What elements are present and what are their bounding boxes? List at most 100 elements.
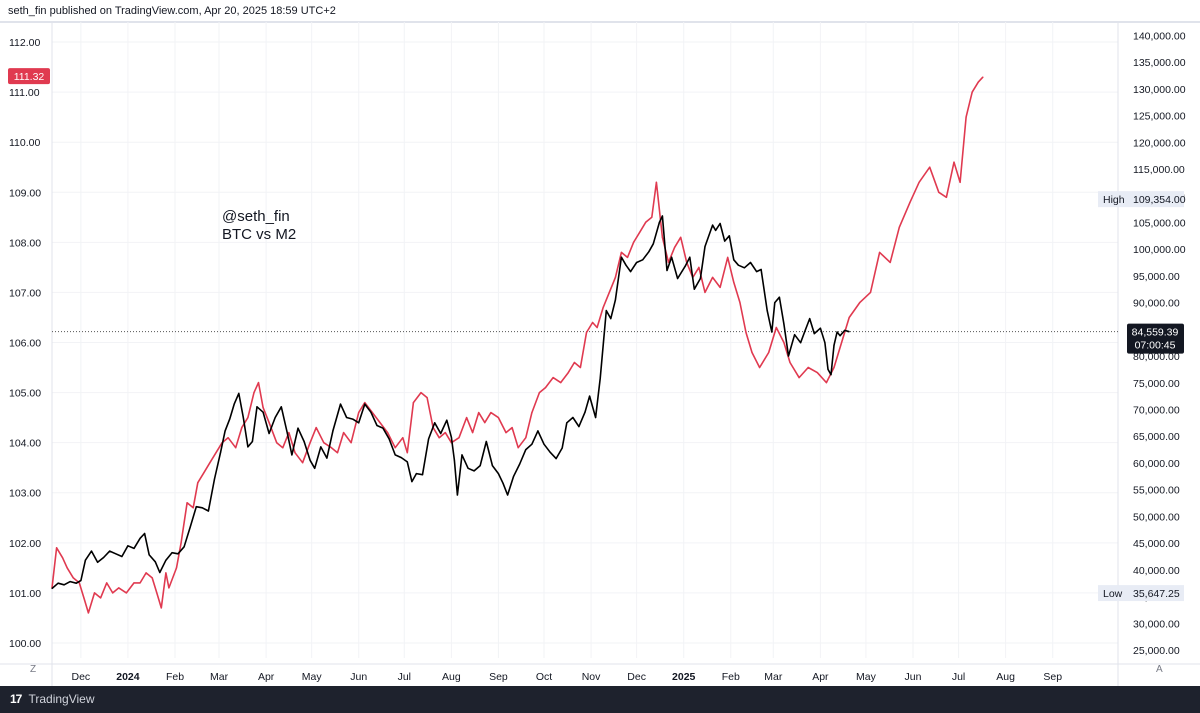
data-point	[326, 457, 328, 459]
data-point	[680, 236, 682, 238]
data-point	[411, 481, 413, 483]
data-point	[106, 582, 108, 584]
x-tick-label: Mar	[764, 671, 783, 683]
x-tick-label: Mar	[210, 671, 229, 683]
data-point	[977, 81, 979, 83]
chart-canvas[interactable]: 100.00 101.00 102.00 103.00 104.00 105.00 106.…	[0, 22, 1200, 686]
data-point	[579, 366, 582, 369]
right-current-label: 84,559.39	[1132, 327, 1179, 339]
series-line-btc	[51, 215, 850, 590]
high-label: High	[1103, 194, 1125, 206]
right-tick-label: 50,000.00	[1133, 511, 1180, 523]
data-point	[807, 366, 809, 369]
data-point	[352, 418, 354, 420]
data-point	[595, 416, 597, 419]
data-point	[642, 259, 644, 261]
data-point	[440, 432, 442, 435]
data-point	[819, 327, 822, 329]
data-point	[938, 191, 940, 193]
data-point	[274, 416, 276, 419]
x-tick-label: Dec	[627, 671, 646, 683]
data-point	[610, 318, 612, 320]
data-point	[282, 447, 284, 449]
data-point	[238, 392, 240, 394]
data-point	[343, 432, 345, 434]
x-tick-label: Feb	[722, 671, 740, 683]
data-point	[315, 427, 317, 429]
annotation-author: @seth_fin	[222, 208, 290, 225]
data-point	[497, 473, 499, 475]
data-point	[195, 506, 197, 508]
data-point	[585, 331, 588, 334]
data-point	[453, 459, 455, 461]
data-point	[749, 261, 752, 264]
data-point	[303, 440, 305, 443]
chart-frame	[0, 22, 1200, 686]
data-point	[719, 286, 721, 288]
data-point	[869, 291, 872, 293]
data-point	[456, 494, 458, 496]
data-point	[330, 447, 332, 449]
data-point	[567, 372, 569, 374]
data-point	[434, 422, 436, 424]
data-point	[733, 259, 735, 261]
data-point	[93, 592, 96, 594]
data-point	[186, 502, 188, 504]
data-point	[197, 482, 199, 484]
data-point	[479, 465, 481, 467]
data-point	[965, 116, 967, 118]
data-point	[257, 382, 260, 384]
data-point	[139, 582, 141, 584]
data-point	[599, 377, 601, 380]
data-point	[630, 271, 632, 273]
high-tag	[1098, 191, 1184, 208]
data-point	[160, 607, 162, 609]
x-tick-label: Jul	[398, 671, 411, 683]
data-point	[839, 335, 841, 337]
data-point	[513, 475, 515, 477]
data-point	[614, 299, 617, 301]
data-point	[426, 397, 428, 399]
data-point	[756, 271, 758, 273]
data-point	[97, 561, 99, 563]
data-point	[323, 442, 325, 444]
x-tick-label: Aug	[996, 671, 1015, 683]
right-current-tag	[1127, 323, 1184, 354]
data-point	[180, 542, 182, 544]
data-point	[704, 291, 706, 293]
data-point	[472, 432, 474, 434]
data-point	[75, 582, 77, 584]
data-point	[566, 422, 568, 424]
data-point	[478, 412, 480, 414]
data-point	[461, 454, 463, 456]
corner-timezone-z[interactable]: Z	[30, 664, 37, 675]
right-tick-label: 60,000.00	[1133, 458, 1180, 470]
data-point	[775, 326, 777, 329]
data-point	[151, 577, 153, 579]
data-point	[953, 161, 955, 163]
data-point	[561, 447, 563, 449]
data-point	[712, 276, 714, 278]
right-tick-label: 90,000.00	[1133, 298, 1180, 310]
x-tick-label: Jun	[350, 671, 367, 683]
x-tick-label: Aug	[442, 671, 461, 683]
data-point	[364, 403, 366, 405]
data-point	[555, 458, 557, 460]
data-point	[879, 251, 881, 253]
x-tick-label: Sep	[1043, 671, 1062, 683]
data-point	[109, 550, 111, 552]
left-tick-label: 107.00	[9, 287, 41, 299]
high-value-label: 109,354.00	[1133, 194, 1186, 206]
data-point	[339, 403, 342, 405]
data-point	[203, 472, 205, 474]
data-point	[636, 261, 638, 264]
data-point	[537, 430, 539, 432]
left-tick-label: 103.00	[9, 488, 41, 500]
left-current-label: 111.32	[14, 71, 45, 83]
right-tick-label: 125,000.00	[1133, 111, 1186, 123]
left-tick-label: 100.00	[9, 638, 41, 650]
corner-auto-scale-a[interactable]: A	[1156, 664, 1163, 675]
data-point	[235, 447, 237, 449]
data-point	[84, 559, 86, 561]
data-point	[458, 437, 460, 439]
